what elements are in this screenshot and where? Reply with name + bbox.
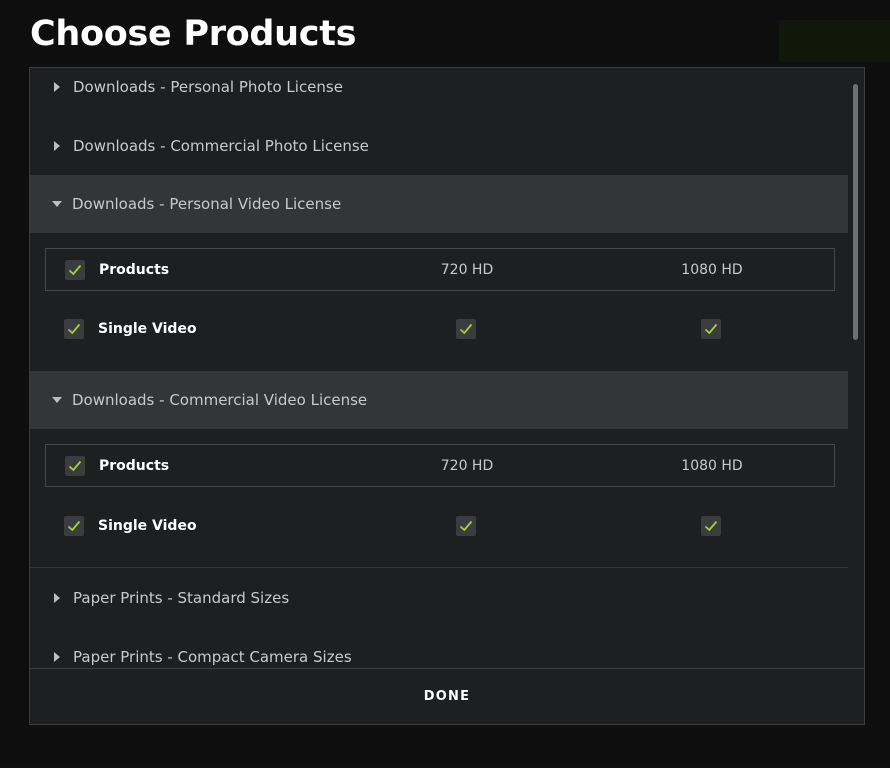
- column-720hd-label: 720 HD: [440, 261, 494, 278]
- column-720hd-label: 720 HD: [440, 457, 494, 474]
- caret-down-icon: [52, 397, 62, 403]
- check-icon: [704, 323, 718, 334]
- section-header-personal-photo[interactable]: Downloads - Personal Photo License: [30, 68, 848, 116]
- commercial-video-table-header: Products 720 HD 1080 HD: [45, 444, 835, 487]
- modal-footer: DONE: [30, 668, 864, 724]
- section-label: Paper Prints - Compact Camera Sizes: [73, 648, 352, 666]
- 720hd-checkbox[interactable]: [456, 515, 476, 536]
- check-icon: [68, 460, 82, 471]
- modal-title: Choose Products: [30, 14, 357, 54]
- select-all-checkbox[interactable]: [65, 259, 85, 280]
- done-button[interactable]: DONE: [394, 679, 500, 714]
- section-header-paper-standard[interactable]: Paper Prints - Standard Sizes: [30, 569, 848, 627]
- check-icon: [459, 323, 473, 334]
- personal-video-table-header: Products 720 HD 1080 HD: [45, 248, 835, 291]
- product-name: Single Video: [98, 320, 197, 337]
- caret-down-icon: [52, 201, 62, 207]
- select-all-checkbox[interactable]: [65, 455, 85, 476]
- background-choose-button: [779, 20, 890, 62]
- row-checkbox[interactable]: [64, 515, 84, 536]
- column-1080hd-label: 1080 HD: [681, 457, 743, 474]
- 1080hd-checkbox[interactable]: [701, 318, 721, 339]
- table-row: Single Video: [45, 307, 835, 350]
- product-name: Single Video: [98, 517, 197, 534]
- product-list-scroll-area[interactable]: Downloads - Personal Photo License Downl…: [30, 68, 864, 668]
- section-label: Downloads - Personal Video License: [72, 195, 342, 213]
- check-icon: [67, 520, 81, 531]
- choose-products-modal: Downloads - Personal Photo License Downl…: [29, 67, 865, 725]
- check-icon: [67, 323, 81, 334]
- section-header-commercial-photo[interactable]: Downloads - Commercial Photo License: [30, 117, 848, 175]
- section-label: Paper Prints - Standard Sizes: [73, 589, 290, 607]
- section-divider: [30, 567, 848, 568]
- 720hd-checkbox[interactable]: [456, 318, 476, 339]
- scrollbar-thumb[interactable]: [853, 84, 858, 340]
- row-checkbox[interactable]: [64, 318, 84, 339]
- products-column-label: Products: [99, 261, 170, 278]
- caret-right-icon: [54, 652, 60, 662]
- 1080hd-checkbox[interactable]: [701, 515, 721, 536]
- section-label: Downloads - Commercial Video License: [72, 391, 368, 409]
- section-header-personal-video[interactable]: Downloads - Personal Video License: [30, 175, 848, 233]
- products-column-label: Products: [99, 457, 170, 474]
- check-icon: [459, 520, 473, 531]
- caret-right-icon: [54, 593, 60, 603]
- section-label: Downloads - Commercial Photo License: [73, 137, 369, 155]
- check-icon: [68, 264, 82, 275]
- section-label: Downloads - Personal Photo License: [73, 78, 343, 96]
- caret-right-icon: [54, 141, 60, 151]
- caret-right-icon: [54, 82, 60, 92]
- section-header-paper-compact[interactable]: Paper Prints - Compact Camera Sizes: [30, 628, 848, 668]
- column-1080hd-label: 1080 HD: [681, 261, 743, 278]
- check-icon: [704, 520, 718, 531]
- table-row: Single Video: [45, 504, 835, 547]
- section-header-commercial-video[interactable]: Downloads - Commercial Video License: [30, 371, 848, 429]
